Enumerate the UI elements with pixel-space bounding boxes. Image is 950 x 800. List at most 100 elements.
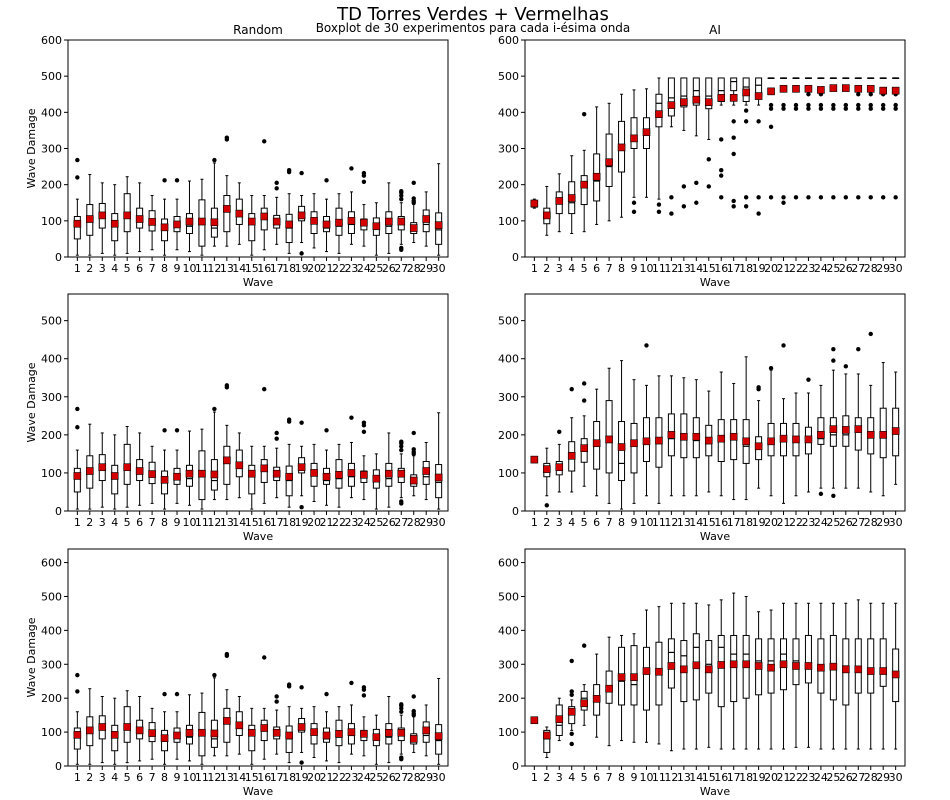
x-tick-label: 6 bbox=[593, 516, 600, 529]
box-wave-26 bbox=[385, 432, 393, 508]
box-wave-15 bbox=[247, 445, 256, 510]
box-wave-4 bbox=[110, 697, 119, 765]
mean-marker bbox=[123, 211, 131, 220]
mean-marker bbox=[422, 726, 430, 735]
flier-point bbox=[843, 195, 849, 200]
flier-point bbox=[843, 106, 849, 111]
mean-marker bbox=[680, 432, 688, 441]
flier-point bbox=[224, 651, 230, 657]
x-tick-label: 10 bbox=[639, 771, 653, 784]
x-tick-label: 17 bbox=[727, 516, 741, 529]
box-wave-30 bbox=[434, 412, 443, 510]
mean-marker bbox=[260, 464, 269, 473]
x-tick-label: 11 bbox=[195, 516, 209, 529]
x-tick-label: 19 bbox=[295, 771, 309, 784]
mean-marker bbox=[530, 716, 539, 725]
x-tick-label: 16 bbox=[257, 516, 271, 529]
flier-point bbox=[743, 195, 749, 200]
box-wave-17 bbox=[272, 180, 281, 245]
box-wave-28 bbox=[866, 77, 875, 200]
box-wave-24 bbox=[817, 602, 825, 750]
mean-marker bbox=[680, 98, 688, 107]
x-tick-label: 10 bbox=[182, 771, 196, 784]
box-wave-4 bbox=[110, 434, 119, 510]
iqr-box bbox=[854, 417, 862, 451]
x-tick-label: 30 bbox=[889, 262, 903, 275]
box-wave-2 bbox=[543, 185, 551, 236]
flier-point bbox=[262, 139, 267, 144]
box-wave-3 bbox=[555, 697, 564, 742]
flier-point bbox=[299, 420, 304, 425]
flier-point bbox=[793, 195, 799, 200]
box-wave-26 bbox=[842, 77, 850, 200]
mean-marker bbox=[272, 217, 281, 226]
flier-point bbox=[781, 195, 786, 200]
x-tick-label: 21 bbox=[320, 262, 334, 275]
box-wave-24 bbox=[360, 685, 368, 757]
mean-marker bbox=[530, 199, 539, 208]
x-tick-label: 1 bbox=[531, 262, 538, 275]
x-tick-label: 15 bbox=[702, 262, 716, 275]
box-wave-5 bbox=[580, 111, 588, 233]
mean-marker bbox=[372, 222, 381, 231]
box-wave-26 bbox=[385, 695, 393, 764]
flier-point bbox=[581, 643, 587, 648]
box-wave-29 bbox=[879, 602, 887, 750]
mean-marker bbox=[397, 728, 406, 737]
flier-point bbox=[75, 406, 80, 412]
flier-point bbox=[743, 204, 749, 209]
iqr-box bbox=[618, 421, 626, 482]
box-wave-25 bbox=[829, 77, 838, 200]
mean-marker bbox=[854, 665, 863, 674]
flier-point bbox=[831, 347, 836, 352]
mean-marker bbox=[123, 463, 131, 472]
box-wave-10 bbox=[642, 609, 651, 743]
box-wave-13 bbox=[223, 135, 231, 247]
x-tick-label: 1 bbox=[531, 771, 538, 784]
x-tick-label: 6 bbox=[136, 262, 143, 275]
x-tick-label: 17 bbox=[270, 771, 284, 784]
flier-point bbox=[286, 682, 292, 687]
flier-point bbox=[262, 655, 267, 660]
x-axis-label: Wave bbox=[700, 276, 730, 289]
mean-marker bbox=[891, 427, 900, 435]
y-tick-label: 300 bbox=[41, 391, 62, 404]
mean-marker bbox=[729, 432, 738, 441]
box-wave-6 bbox=[135, 432, 144, 506]
x-tick-label: 3 bbox=[556, 516, 563, 529]
x-tick-label: 14 bbox=[689, 262, 703, 275]
box-wave-10 bbox=[185, 694, 194, 762]
y-tick-label: 600 bbox=[498, 557, 519, 570]
flier-point bbox=[224, 383, 230, 388]
mean-marker bbox=[185, 217, 194, 226]
box-wave-1 bbox=[530, 716, 539, 725]
box-wave-4 bbox=[110, 184, 119, 256]
x-tick-label: 23 bbox=[344, 516, 358, 529]
mean-marker bbox=[829, 662, 838, 671]
box-wave-18 bbox=[742, 77, 750, 209]
box-wave-1 bbox=[530, 455, 539, 464]
iqr-box bbox=[223, 195, 231, 233]
mean-marker bbox=[210, 729, 219, 738]
flier-point bbox=[361, 420, 367, 425]
mean-marker bbox=[397, 217, 406, 226]
flier-point bbox=[768, 195, 774, 200]
y-tick-label: 100 bbox=[41, 215, 62, 228]
y-tick-label: 500 bbox=[498, 590, 519, 603]
box-wave-8 bbox=[160, 428, 169, 510]
mean-marker bbox=[891, 86, 900, 95]
mean-marker bbox=[891, 670, 900, 679]
x-tick-label: 16 bbox=[714, 516, 728, 529]
box-wave-17 bbox=[272, 430, 281, 499]
flier-point bbox=[781, 343, 786, 348]
flier-point bbox=[299, 251, 304, 256]
flier-point bbox=[831, 493, 836, 498]
x-tick-label: 15 bbox=[245, 262, 259, 275]
x-tick-label: 7 bbox=[149, 771, 156, 784]
box-wave-30 bbox=[891, 371, 900, 485]
x-tick-label: 4 bbox=[568, 771, 575, 784]
x-tick-label: 15 bbox=[245, 771, 259, 784]
y-tick-label: 500 bbox=[41, 590, 62, 603]
